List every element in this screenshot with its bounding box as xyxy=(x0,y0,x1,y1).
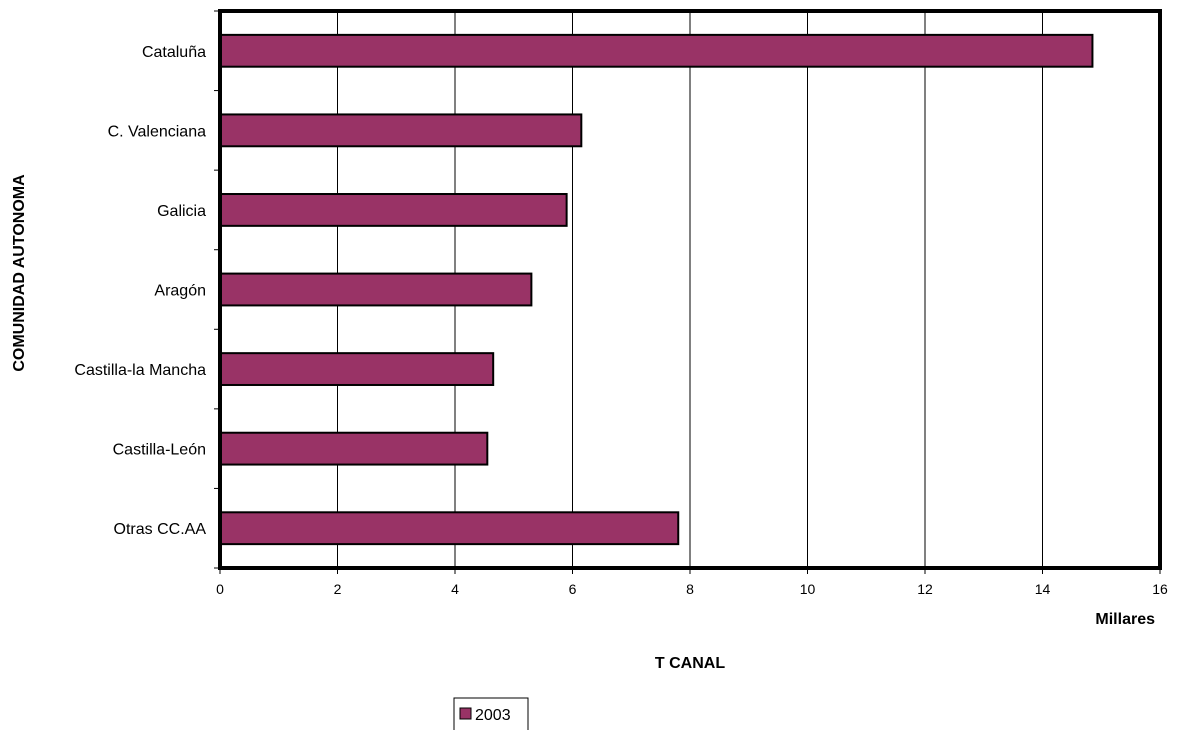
bars xyxy=(219,33,1094,546)
bar xyxy=(219,352,495,386)
x-tick-label: 0 xyxy=(216,581,224,597)
x-tick-label: 8 xyxy=(686,581,694,597)
category-label: C. Valenciana xyxy=(108,123,207,140)
category-label: Otras CC.AA xyxy=(114,521,207,538)
axis-ticks xyxy=(214,10,1161,574)
bar xyxy=(219,272,533,307)
bar xyxy=(219,113,583,148)
x-tick-label: 2 xyxy=(334,581,342,597)
legend-series-name: 2003 xyxy=(475,707,511,724)
category-label: Castilla-León xyxy=(113,442,206,459)
gridlines xyxy=(337,11,1043,568)
x-tick-label: 6 xyxy=(569,581,577,597)
category-label: Cataluña xyxy=(142,44,206,61)
x-tick-label: 4 xyxy=(451,581,459,597)
category-label: Castilla-la Mancha xyxy=(74,362,206,379)
x-axis-title: T CANAL xyxy=(655,655,725,672)
x-tick-label: 14 xyxy=(1035,581,1051,597)
y-axis-title: COMUNIDAD AUTONOMA xyxy=(11,174,28,372)
bar xyxy=(219,511,680,546)
x-tick-label: 16 xyxy=(1152,581,1168,597)
bar xyxy=(219,193,568,227)
bar xyxy=(219,431,489,466)
x-tick-label: 12 xyxy=(917,581,933,597)
category-label: Galicia xyxy=(157,203,206,220)
legend: 2003 xyxy=(453,697,529,733)
category-label: Aragón xyxy=(154,283,206,300)
unit-label: Millares xyxy=(1095,611,1155,628)
x-tick-labels: 0 2 4 6 8 10 12 14 16 xyxy=(216,581,1168,597)
category-labels: Cataluña C. Valenciana Galicia Aragón Castil… xyxy=(74,44,206,538)
legend-swatch xyxy=(459,707,472,720)
bar xyxy=(219,33,1094,68)
x-tick-label: 10 xyxy=(800,581,816,597)
